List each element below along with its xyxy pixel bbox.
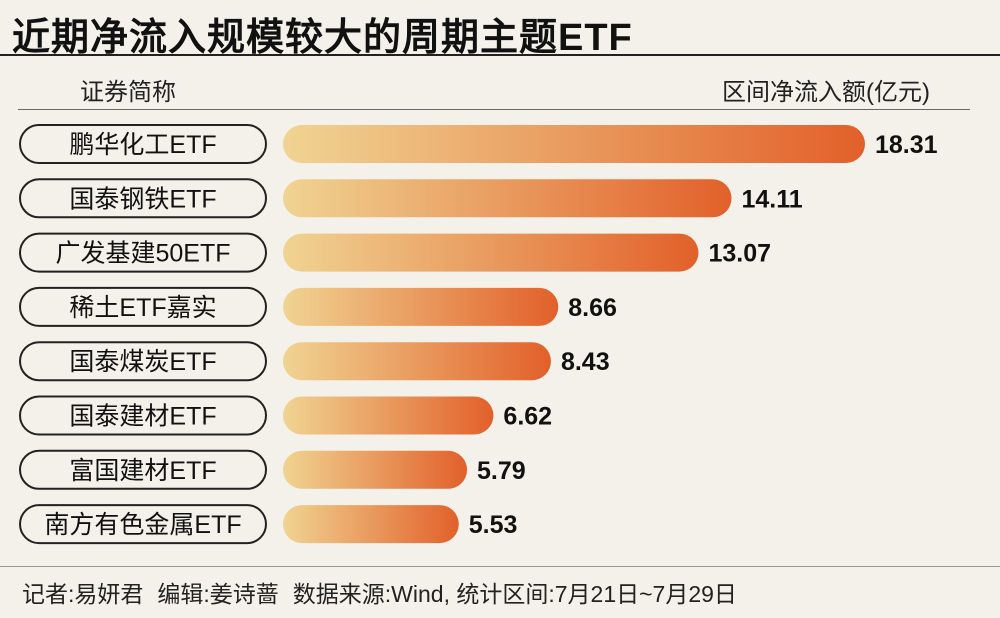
value-label: 8.66 (568, 294, 617, 322)
bar (283, 287, 559, 326)
category-pill (19, 232, 267, 273)
value-label: 8.43 (561, 348, 610, 376)
bar (283, 505, 459, 544)
category-pill (19, 286, 267, 327)
bar (283, 450, 468, 489)
category-label: 南方有色金属ETF (44, 511, 241, 539)
category-label: 稀土ETF嘉实 (69, 294, 216, 322)
value-column-header: 区间净流入额(亿元) (722, 79, 930, 106)
value-label: 14.11 (741, 185, 802, 213)
footer-credits: 记者:易妍君 编辑:姜诗蔷 数据来源:Wind, 统计区间:7月21日~7月29日 (22, 575, 751, 609)
category-label: 富国建材ETF (69, 457, 216, 485)
value-label: 5.53 (469, 511, 518, 539)
value-label: 18.31 (875, 131, 938, 159)
source-note: 数据来源:Wind, 统计区间:7月21日~7月29日 (292, 581, 737, 607)
bar (283, 233, 699, 272)
category-pill (19, 124, 267, 164)
category-label: 国泰煤炭ETF (69, 348, 216, 376)
category-label: 鹏华化工ETF (69, 131, 216, 159)
category-pill (19, 178, 267, 219)
editor-credit: 编辑:姜诗蔷 (157, 581, 279, 607)
value-label: 6.62 (503, 403, 552, 431)
chart-title: 近期净流入规模较大的周期主题ETF (12, 17, 633, 59)
category-label: 国泰建材ETF (69, 403, 216, 431)
title-divider (0, 54, 1000, 56)
reporter-credit: 记者:易妍君 (22, 581, 144, 607)
value-label: 13.07 (708, 240, 771, 268)
category-label: 国泰钢铁ETF (69, 185, 216, 213)
header-divider (18, 109, 970, 110)
bar (283, 396, 494, 435)
category-pill (19, 341, 267, 382)
category-pill (19, 449, 267, 490)
category-pill (19, 504, 267, 545)
category-column-header: 证券简称 (80, 79, 176, 106)
value-label: 5.79 (477, 457, 526, 485)
category-pill (19, 395, 267, 436)
category-label: 广发基建50ETF (55, 240, 230, 268)
footer-divider (0, 566, 1000, 567)
bar (283, 342, 551, 381)
bar (283, 125, 865, 163)
bar (283, 179, 732, 218)
